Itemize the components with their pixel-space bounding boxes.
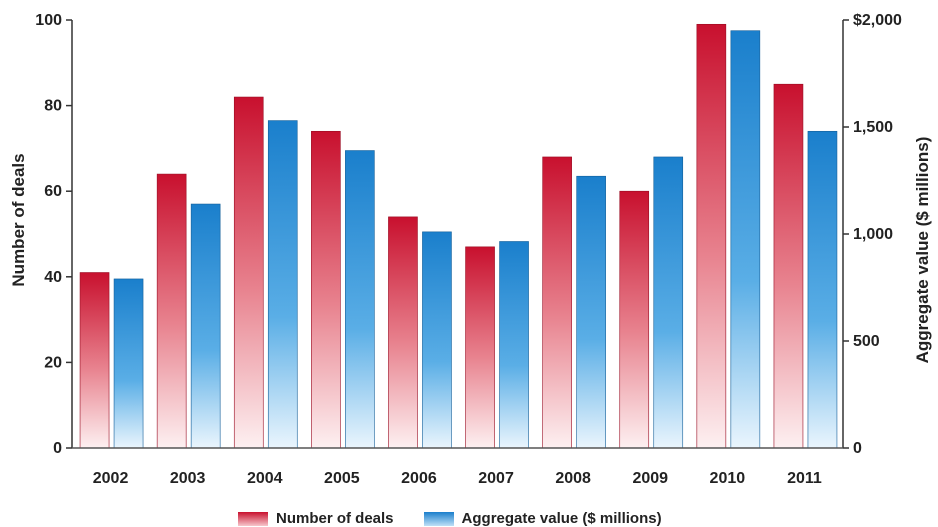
right-tick-label: 500 (853, 333, 880, 350)
bar-deals-2009 (619, 190, 650, 449)
bar-deals-2008 (542, 156, 572, 449)
left-tick-label: 0 (53, 440, 62, 457)
x-tick-label-2006: 2006 (401, 470, 437, 487)
bar-value-2008 (576, 175, 606, 449)
bar-deals-2007 (465, 246, 495, 449)
bar-value-2006 (422, 231, 452, 449)
bar-deals-2006 (388, 216, 418, 449)
legend: Number of deals Aggregate value ($ milli… (238, 510, 662, 527)
bar-value-2003 (190, 203, 221, 449)
bar-value-2005 (345, 150, 375, 449)
right-axis-ticks: 0 500 1,000 1,500 $2,000 (843, 12, 902, 457)
bars-group (79, 23, 838, 449)
bar-value-2007 (499, 241, 529, 449)
x-tick-label-2002: 2002 (93, 470, 129, 487)
x-tick-label-2008: 2008 (555, 470, 591, 487)
bar-value-2009 (653, 156, 684, 449)
bar-deals-2003 (156, 173, 187, 449)
x-tick-label-2007: 2007 (478, 470, 514, 487)
bar-value-2010 (730, 30, 761, 449)
legend-swatch-deals (238, 511, 268, 526)
left-tick-label: 60 (44, 183, 62, 200)
legend-label-deals: Number of deals (276, 510, 394, 527)
legend-item-deals: Number of deals (238, 510, 394, 527)
right-axis-title: Aggregate value ($ millions) (913, 137, 932, 364)
bar-deals-2010 (696, 23, 727, 449)
right-tick-label: 0 (853, 440, 862, 457)
legend-item-value: Aggregate value ($ millions) (423, 510, 662, 527)
right-tick-label: $2,000 (853, 12, 902, 29)
x-tick-label-2003: 2003 (170, 470, 206, 487)
x-tick-label-2010: 2010 (710, 470, 746, 487)
x-tick-label-2004: 2004 (247, 470, 283, 487)
bar-deals-2005 (311, 130, 341, 449)
x-tick-label-2005: 2005 (324, 470, 360, 487)
left-tick-label: 40 (44, 269, 62, 286)
bar-value-2002 (113, 278, 144, 449)
left-axis-ticks: 0 20 40 60 80 100 (35, 12, 72, 457)
x-axis-ticks: 2002 2003 2004 2005 2006 2007 2008 2009 2010 2011 (93, 470, 822, 487)
legend-swatch-value (423, 511, 454, 526)
bar-value-2004 (267, 120, 298, 449)
right-tick-label: 1,500 (853, 119, 893, 136)
bar-deals-2011 (773, 83, 804, 449)
left-tick-label: 20 (44, 354, 62, 371)
left-axis-title: Number of deals (9, 153, 28, 286)
left-tick-label: 100 (35, 12, 62, 29)
right-tick-label: 1,000 (853, 226, 893, 243)
left-tick-label: 80 (44, 98, 62, 115)
bar-value-2011 (807, 130, 838, 449)
x-tick-label-2011: 2011 (787, 470, 822, 487)
x-tick-label-2009: 2009 (632, 470, 668, 487)
bar-deals-2002 (79, 272, 110, 449)
bar-deals-2004 (233, 96, 264, 449)
legend-label-value: Aggregate value ($ millions) (461, 510, 662, 527)
